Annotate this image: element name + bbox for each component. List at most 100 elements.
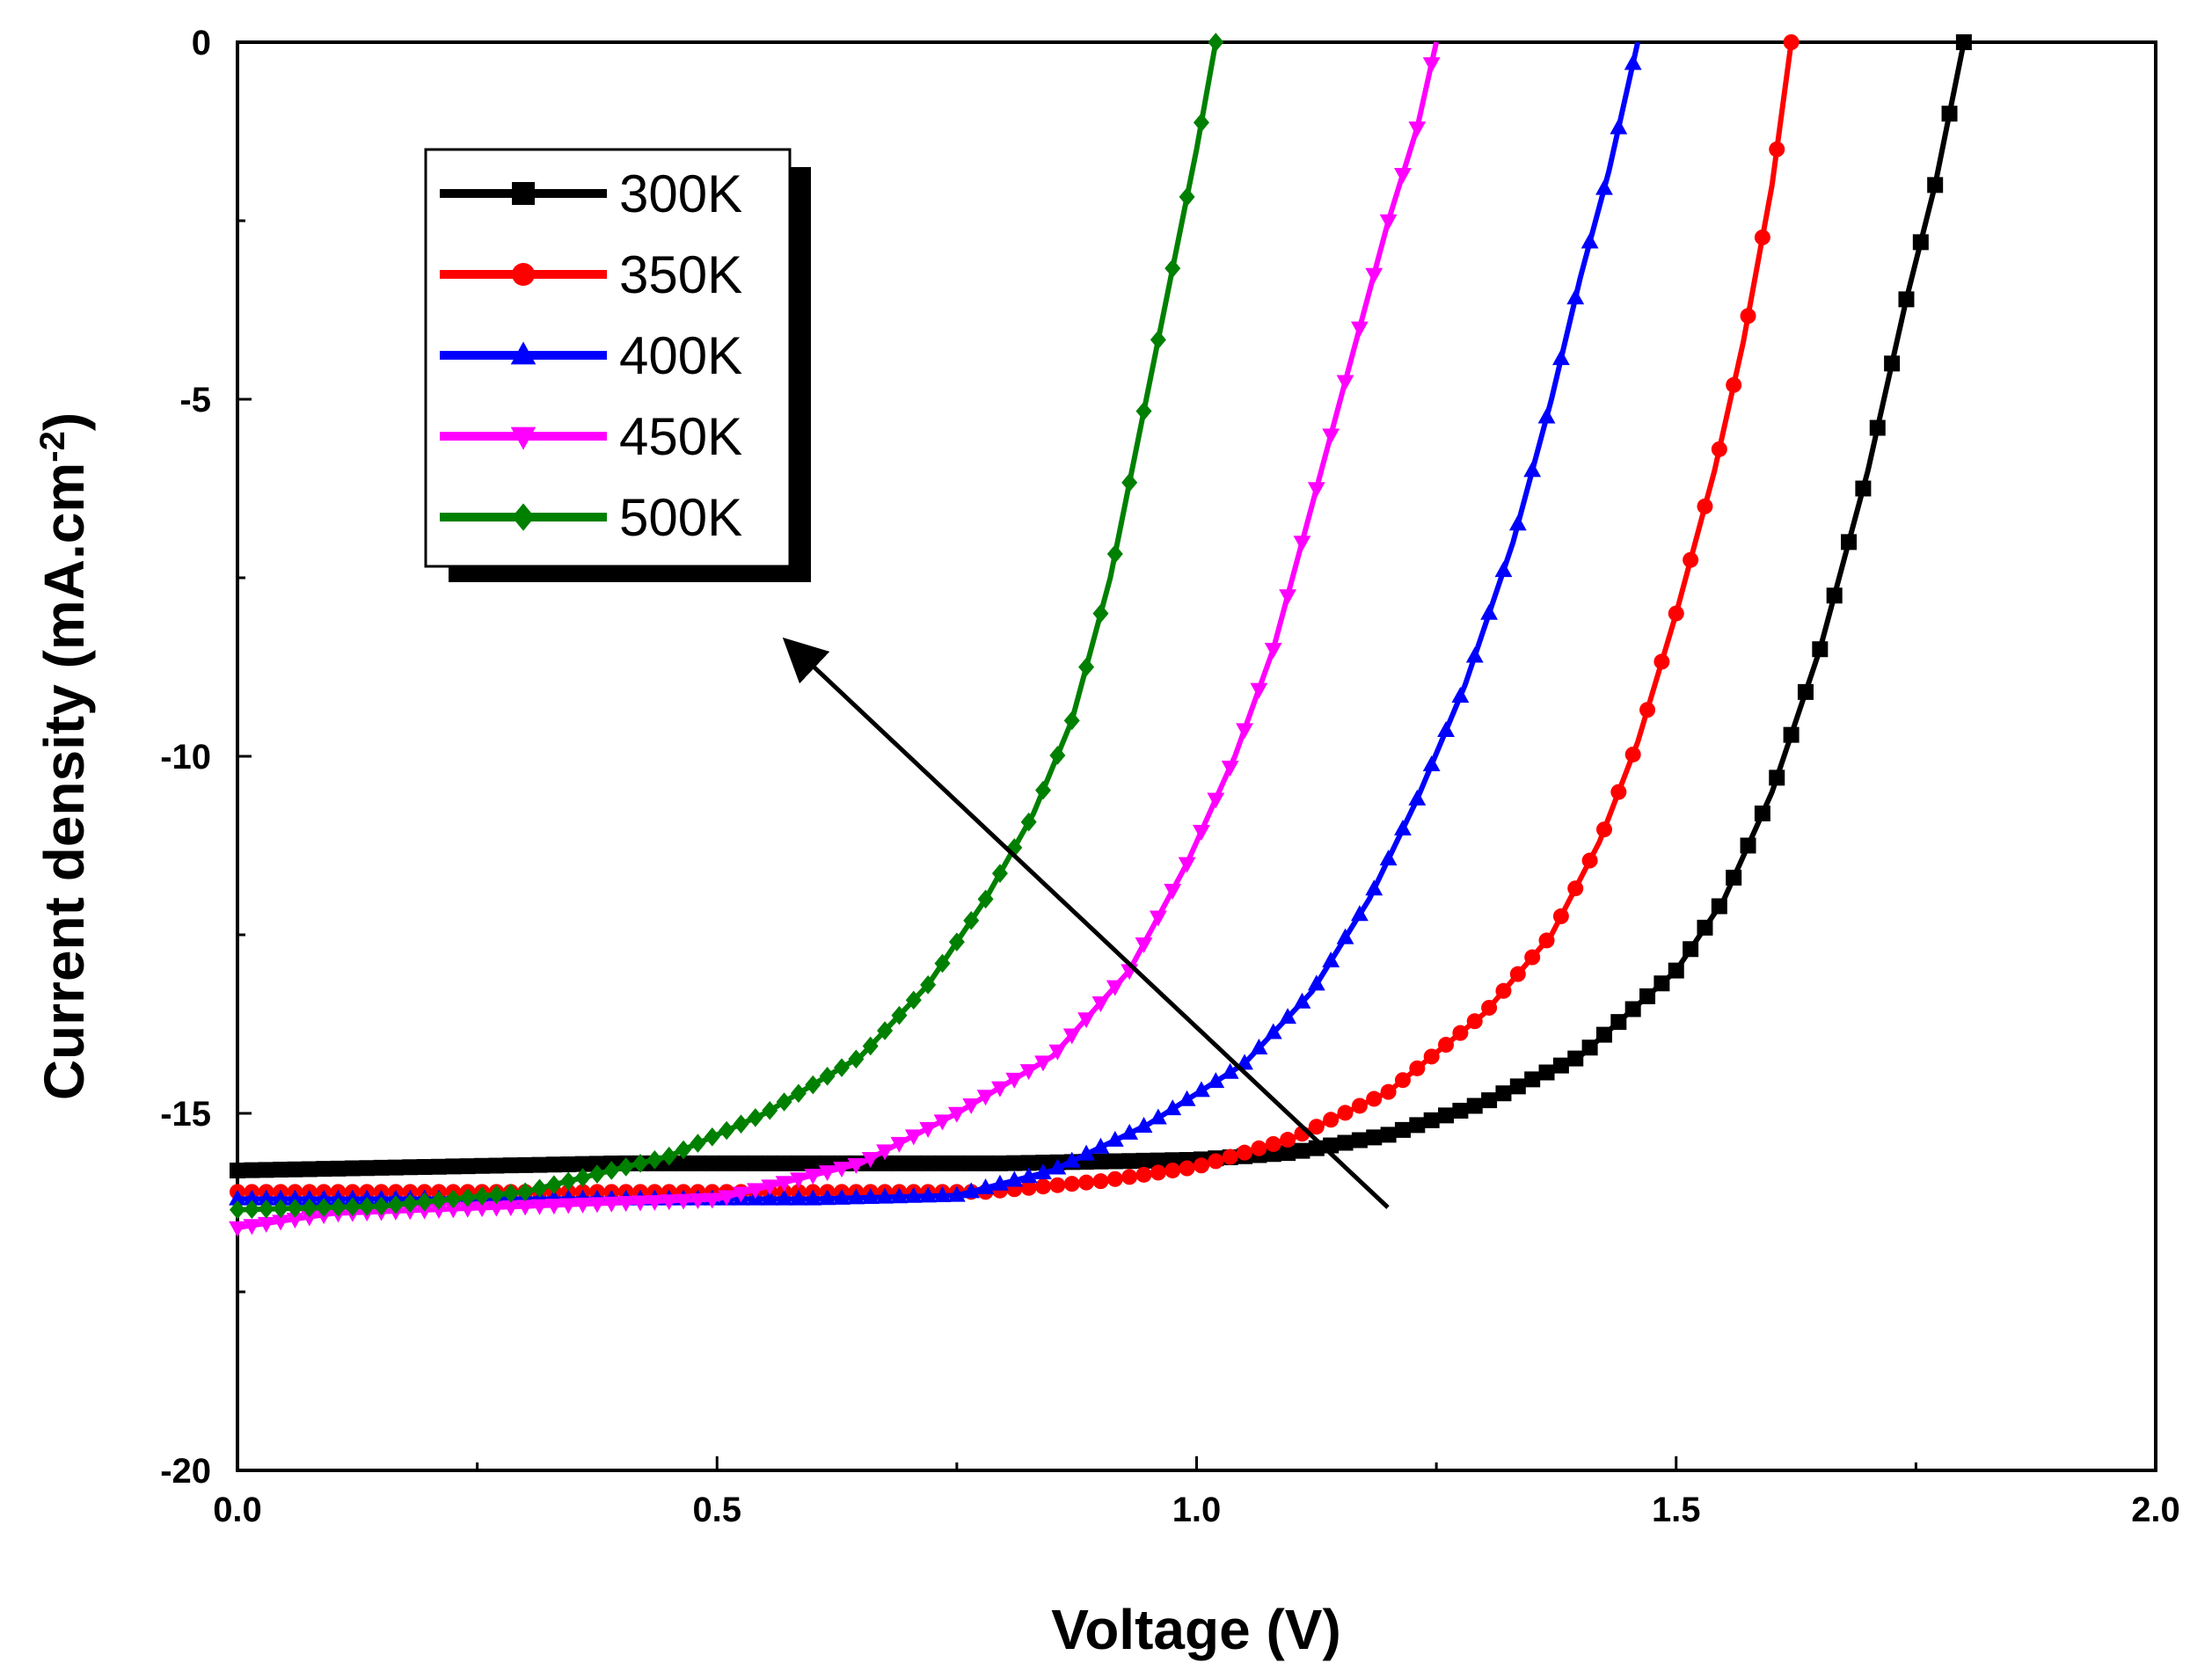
- y-tick-label: -5: [179, 381, 211, 419]
- data-point: [1711, 898, 1727, 915]
- data-point: [316, 1198, 332, 1217]
- data-point: [948, 1155, 965, 1171]
- data-point: [445, 1189, 462, 1209]
- data-point: [690, 1155, 706, 1171]
- data-point: [1509, 966, 1526, 982]
- data-point: [976, 1178, 995, 1195]
- data-point: [1034, 1163, 1052, 1180]
- data-point: [1581, 852, 1598, 869]
- data-point: [229, 1221, 246, 1237]
- data-point: [1566, 288, 1585, 305]
- y-tick-label: -20: [160, 1452, 211, 1491]
- data-point: [1237, 1144, 1253, 1161]
- data-point: [244, 1200, 260, 1220]
- data-point: [430, 1203, 448, 1220]
- data-point: [733, 1155, 749, 1171]
- data-point: [1422, 57, 1441, 74]
- data-point: [1164, 1162, 1181, 1178]
- data-point: [876, 1187, 894, 1204]
- data-point: [1884, 355, 1901, 372]
- data-point: [1941, 106, 1958, 122]
- data-point: [848, 1049, 865, 1069]
- data-point: [1423, 1048, 1440, 1065]
- data-point: [719, 1120, 735, 1141]
- data-point: [1106, 1170, 1123, 1187]
- data-point: [230, 1200, 245, 1220]
- data-point: [531, 1178, 548, 1199]
- data-point: [1394, 1121, 1411, 1138]
- data-point: [804, 1169, 822, 1185]
- legend-entry-450K: 450K: [440, 407, 742, 466]
- data-point: [230, 1162, 245, 1178]
- data-point: [1106, 1153, 1123, 1170]
- x-tick-label: 0.5: [692, 1491, 741, 1529]
- data-point: [501, 1200, 520, 1216]
- data-point: [344, 1160, 361, 1177]
- y-axis-title-close: ): [33, 412, 96, 431]
- data-point: [1150, 1152, 1166, 1169]
- y-tick-label: -10: [160, 738, 211, 777]
- data-point: [1581, 232, 1599, 249]
- y-axis-title: Current density (mA.cm-2): [33, 412, 96, 1100]
- data-point: [1062, 1151, 1081, 1168]
- data-point: [431, 1191, 448, 1210]
- data-point: [373, 1159, 390, 1176]
- temperature-trend-arrow: [782, 637, 1390, 1209]
- data-point: [1524, 1071, 1541, 1088]
- data-point: [1193, 1157, 1209, 1174]
- data-point: [1668, 605, 1684, 622]
- data-point: [1005, 1072, 1024, 1089]
- data-point: [934, 1155, 951, 1171]
- data-point: [920, 1155, 937, 1171]
- data-point: [244, 1162, 260, 1178]
- data-point: [1048, 1158, 1067, 1175]
- data-point: [1020, 812, 1037, 832]
- data-point: [819, 1066, 836, 1086]
- data-point: [258, 1162, 274, 1178]
- data-point: [877, 1021, 894, 1040]
- data-point: [1394, 1072, 1411, 1089]
- data-point: [1135, 1152, 1152, 1169]
- data-point: [1078, 1174, 1095, 1191]
- data-point: [1351, 1098, 1368, 1114]
- data-point: [746, 1183, 764, 1200]
- data-point: [919, 1121, 938, 1138]
- data-point: [1293, 992, 1311, 1009]
- data-point: [1350, 905, 1369, 922]
- data-point: [1740, 837, 1756, 854]
- data-point: [1034, 1055, 1052, 1072]
- data-point: [1452, 1102, 1469, 1119]
- data-point: [502, 1157, 519, 1174]
- data-point: [1250, 1038, 1268, 1054]
- data-point: [1898, 291, 1915, 308]
- data-point: [690, 1134, 706, 1153]
- data-point: [531, 1156, 548, 1173]
- data-point: [1639, 702, 1656, 718]
- data-point: [559, 1198, 578, 1214]
- data-point: [273, 1199, 289, 1219]
- data-point: [1409, 1060, 1426, 1076]
- legend-entry-400K: 400K: [440, 326, 742, 385]
- data-point: [747, 1155, 763, 1171]
- data-point: [545, 1175, 562, 1194]
- data-point: [991, 864, 1008, 883]
- data-point: [1092, 1173, 1109, 1190]
- data-point: [1394, 168, 1412, 185]
- data-point: [1726, 376, 1742, 393]
- data-point: [733, 1114, 749, 1134]
- data-point: [1654, 975, 1670, 992]
- data-point: [243, 1189, 261, 1206]
- data-point: [1610, 784, 1627, 800]
- data-point: [1150, 330, 1166, 350]
- data-point: [574, 1156, 591, 1172]
- data-point: [1063, 1176, 1080, 1192]
- y-axis-title-main: Current density (mA.cm: [33, 463, 96, 1100]
- data-point: [1480, 603, 1499, 620]
- data-point: [891, 1155, 908, 1171]
- data-point: [1537, 407, 1556, 424]
- data-point: [804, 1189, 822, 1206]
- data-point: [1423, 1112, 1440, 1128]
- data-point: [1365, 267, 1383, 284]
- data-point: [703, 1192, 721, 1209]
